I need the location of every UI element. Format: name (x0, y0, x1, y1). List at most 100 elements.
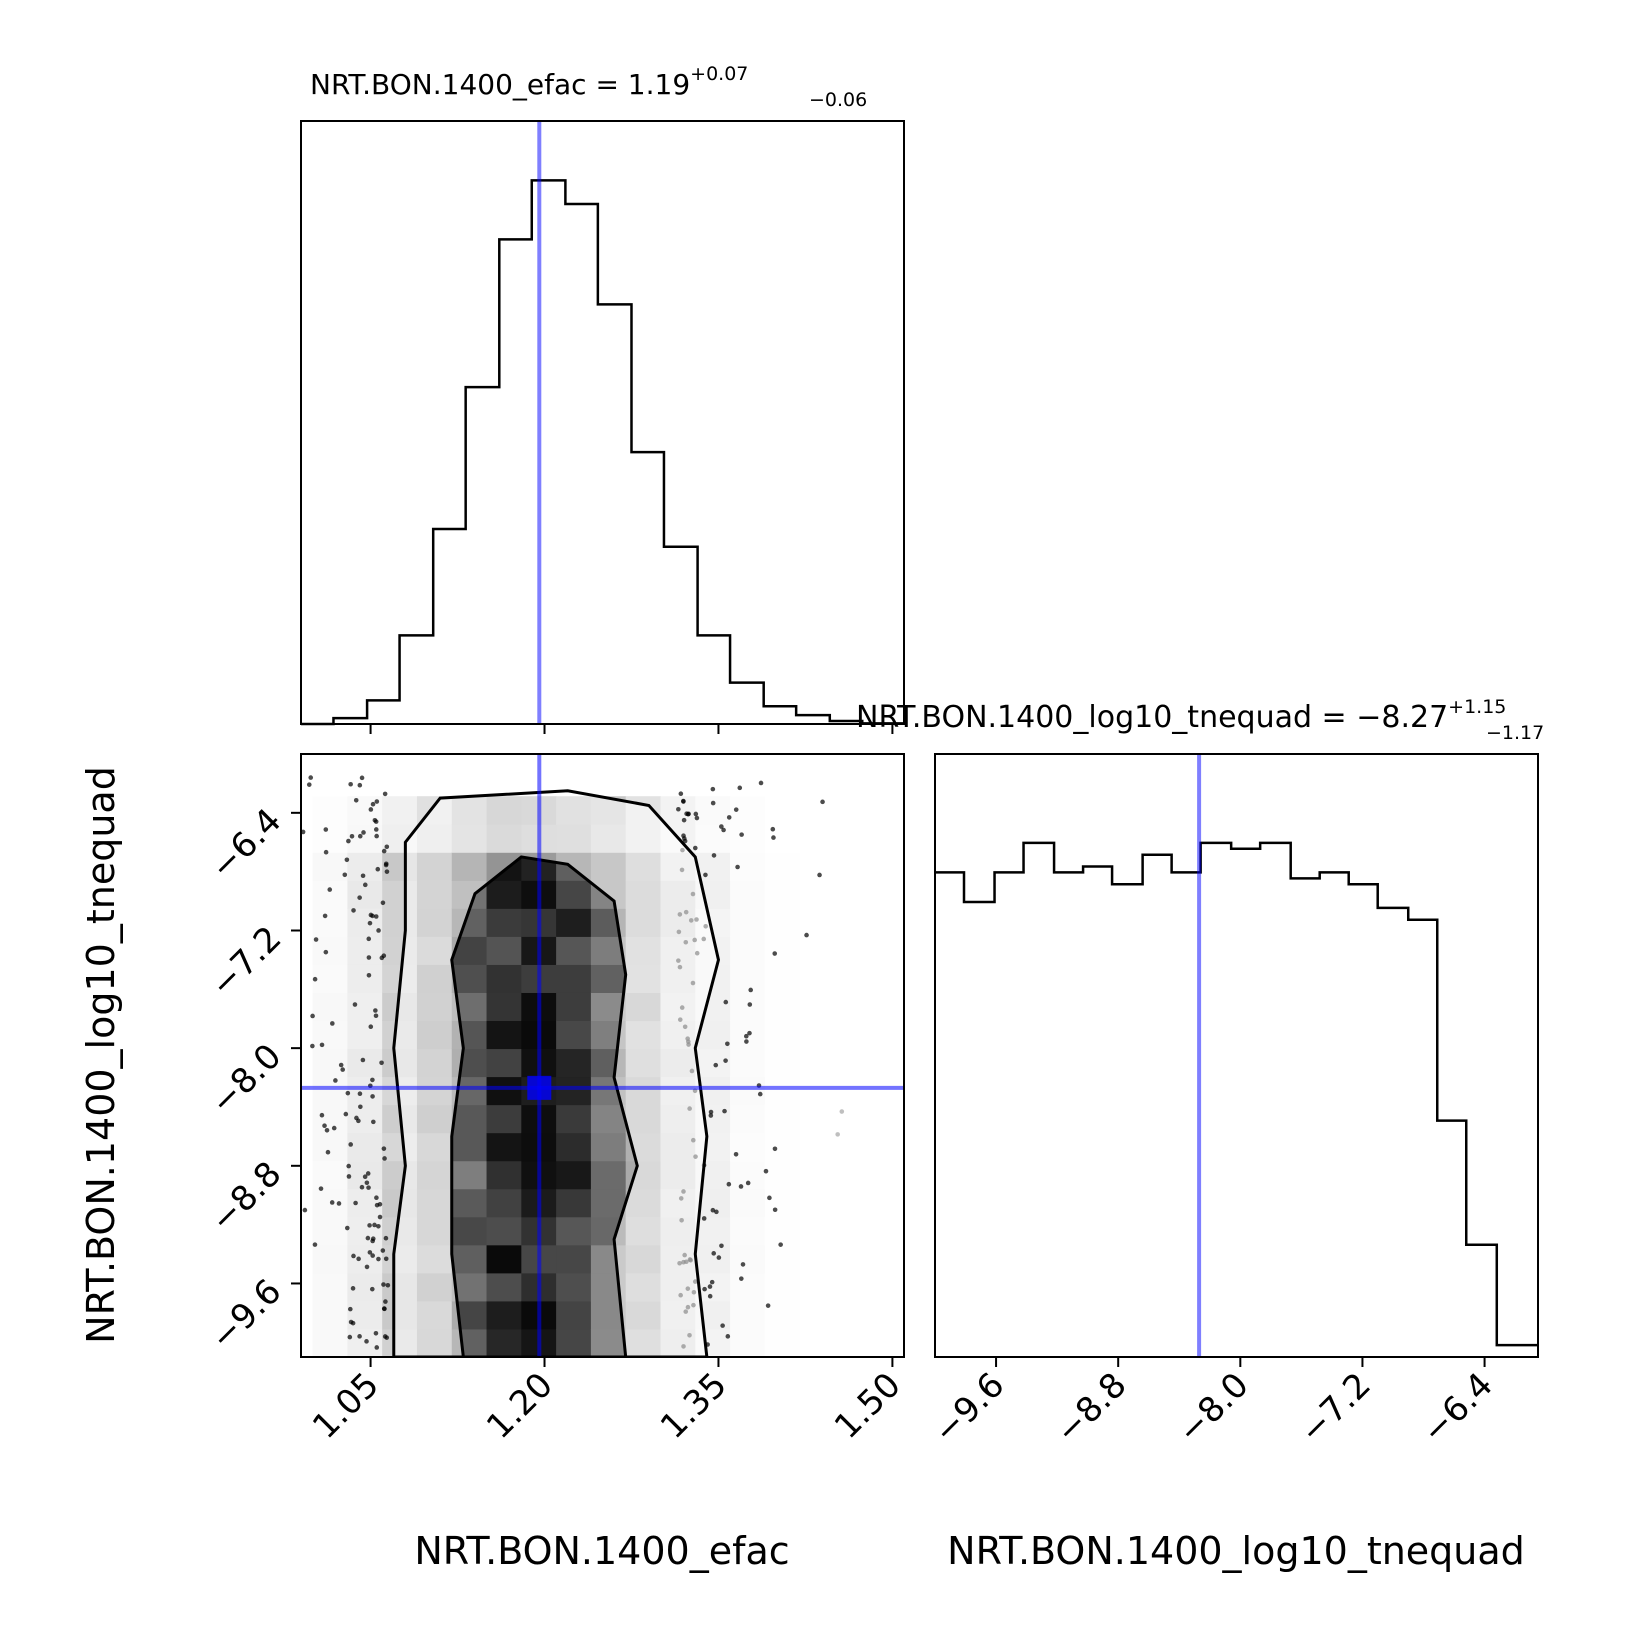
scatter-point (384, 869, 390, 874)
scatter-point (368, 912, 374, 918)
scatter-point (771, 835, 776, 840)
scatter-point (327, 887, 333, 892)
density-cell (695, 1244, 731, 1274)
tnequad-histogram-frame (934, 753, 1539, 1358)
density-cell (764, 1048, 801, 1078)
density-cell (486, 1216, 522, 1246)
density-cell (730, 964, 766, 993)
density-cell (486, 1188, 522, 1218)
scatter-point (839, 1109, 845, 1114)
scatter-point (368, 807, 374, 812)
scatter-point (380, 1248, 386, 1253)
scatter-point (708, 1109, 714, 1115)
density-cell (590, 1328, 627, 1357)
density-cell (799, 880, 835, 909)
scatter-point (374, 1345, 380, 1350)
scatter-point (357, 782, 363, 788)
density-cell (486, 1048, 522, 1078)
scatter-point (763, 1168, 769, 1174)
scatter-point (770, 826, 776, 832)
density-cell (486, 1272, 522, 1302)
posterior-ytick-label: −9.6 (203, 1272, 290, 1359)
density-cell (590, 1132, 627, 1162)
scatter-point (726, 1181, 732, 1187)
scatter-point (720, 1323, 725, 1328)
density-cell (834, 908, 870, 937)
tnequad-title-minus: −1.17 (1486, 722, 1544, 744)
scatter-point (340, 1067, 346, 1072)
density-cell (834, 1188, 870, 1218)
scatter-point (765, 1303, 771, 1308)
scatter-point (772, 951, 778, 956)
density-cell (764, 1216, 801, 1246)
scatter-point (758, 780, 764, 786)
scatter-point (329, 1200, 335, 1205)
posterior-ytick-label: −6.4 (203, 801, 290, 888)
scatter-point (726, 815, 732, 820)
density-cell (799, 1132, 835, 1162)
scatter-point (374, 1195, 379, 1201)
scatter-point (364, 1339, 369, 1344)
scatter-point (367, 1250, 373, 1255)
scatter-point (370, 1253, 375, 1258)
scatter-point (382, 791, 388, 797)
scatter-point (350, 1320, 356, 1326)
density-cell (347, 1132, 383, 1162)
scatter-point (374, 833, 379, 839)
scatter-point (381, 1146, 387, 1151)
scatter-point (711, 1251, 717, 1256)
density-cell (799, 1048, 835, 1078)
scatter-point (376, 1223, 381, 1229)
density-cell (799, 1244, 835, 1274)
scatter-point (360, 1057, 366, 1063)
density-cell (834, 1132, 870, 1162)
density-cell (312, 1272, 348, 1302)
density-cell (382, 796, 418, 825)
density-cell (764, 1300, 801, 1330)
posterior-2d-xticks: 1.05 1.20 1.35 1.50 (305, 1357, 909, 1447)
scatter-point (343, 1111, 349, 1117)
scatter-point (738, 1184, 744, 1189)
density-cell (312, 880, 348, 909)
density-cell (834, 852, 870, 881)
scatter-point (360, 873, 366, 879)
density-cell (312, 1300, 348, 1330)
scatter-point (366, 1185, 371, 1190)
density-cell (486, 964, 522, 993)
scatter-point (237, 1352, 242, 1357)
scatter-point (364, 1264, 370, 1270)
scatter-point (725, 1334, 731, 1339)
density-cell (556, 1300, 592, 1330)
scatter-point (370, 801, 376, 807)
scatter-point (365, 1171, 371, 1176)
density-cell (730, 992, 766, 1022)
outer-contour (392, 789, 721, 1357)
scatter-point (385, 1282, 391, 1288)
scatter-point (373, 914, 379, 919)
scatter-point (364, 1180, 370, 1186)
truth-marker (527, 1075, 552, 1100)
scatter-point (737, 785, 743, 791)
posterior-xtick-label: 1.20 (479, 1365, 561, 1447)
scatter-point (767, 1195, 772, 1201)
scatter-point (353, 1200, 358, 1206)
tnequad-histogram-steps (935, 841, 1538, 1347)
density-cell (834, 992, 870, 1022)
scatter-point (707, 1293, 713, 1299)
scatter-point (362, 882, 368, 888)
density-cell (312, 936, 348, 965)
scatter-point (325, 1149, 331, 1155)
density-cell (556, 936, 592, 965)
scatter-point (772, 1146, 778, 1152)
scatter-point (348, 781, 353, 787)
scatter-point (345, 1090, 351, 1096)
efac-title-minus: −0.06 (809, 89, 867, 111)
scatter-point (333, 1078, 338, 1083)
density-cell (451, 1244, 488, 1274)
scatter-point (310, 1013, 315, 1019)
density-cell (451, 1132, 488, 1162)
density-cell (486, 1328, 522, 1357)
scatter-point (375, 866, 381, 872)
scatter-point (379, 1060, 384, 1066)
density-cell (451, 1216, 488, 1246)
